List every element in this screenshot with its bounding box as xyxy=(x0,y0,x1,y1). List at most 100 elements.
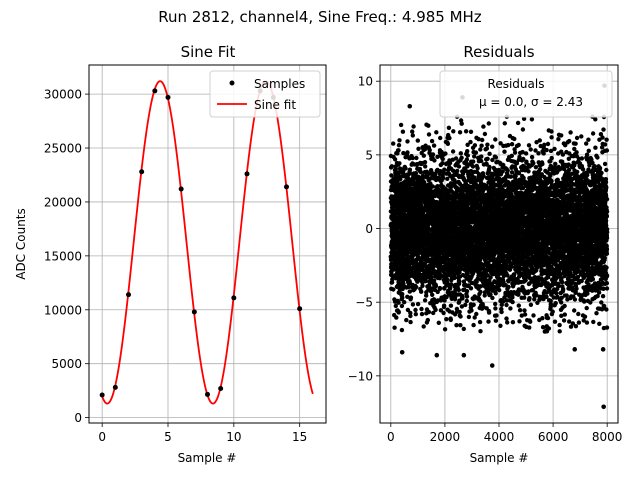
residual-point xyxy=(408,313,413,319)
residual-point xyxy=(481,124,486,129)
residual-point xyxy=(468,129,474,134)
sine-fit-legend-box xyxy=(209,70,321,118)
residual-point xyxy=(452,275,457,281)
residual-point xyxy=(493,301,498,307)
residual-point xyxy=(509,264,514,270)
residual-point xyxy=(472,154,477,159)
residual-point xyxy=(408,310,413,316)
residual-point xyxy=(419,311,425,317)
residual-point xyxy=(440,161,445,166)
residual-point xyxy=(391,141,396,146)
sample-point xyxy=(297,306,303,312)
residual-point xyxy=(478,289,483,295)
residual-point xyxy=(465,153,470,158)
residual-point xyxy=(405,139,410,144)
residual-point xyxy=(397,138,402,143)
residual-point xyxy=(459,155,464,160)
residual-point xyxy=(470,164,476,169)
residual-point xyxy=(413,307,418,313)
residual-point xyxy=(474,311,479,317)
residual-point xyxy=(396,309,401,314)
residual-point xyxy=(433,283,439,289)
residual-point xyxy=(480,137,485,143)
residual-point xyxy=(416,146,421,151)
residual-point xyxy=(466,314,472,320)
residual-point xyxy=(520,127,526,132)
residual-point xyxy=(464,294,470,299)
residual-point xyxy=(410,133,415,138)
sample-point xyxy=(231,295,237,301)
residual-point xyxy=(436,320,441,325)
residual-point xyxy=(497,287,502,293)
residual-point xyxy=(445,141,451,146)
residual-point xyxy=(456,287,461,293)
residual-point xyxy=(460,294,465,300)
residual-point xyxy=(394,315,399,320)
residual-point xyxy=(434,130,439,135)
residual-point xyxy=(426,283,432,288)
sine-fit-legend: Samples Sine fit xyxy=(209,70,321,118)
residual-point xyxy=(390,277,395,282)
residual-point xyxy=(484,146,490,151)
residual-point xyxy=(438,135,443,141)
residual-point xyxy=(459,121,464,126)
residual-point xyxy=(471,302,476,307)
residual-point xyxy=(510,320,516,325)
residual-point xyxy=(490,144,495,149)
residual-point xyxy=(442,327,448,332)
residual-point xyxy=(422,298,428,303)
residual-point xyxy=(397,161,402,166)
residual-point xyxy=(415,138,420,143)
residual-point xyxy=(517,308,523,313)
x-tick-label: 5 xyxy=(164,430,172,444)
residual-point xyxy=(509,142,515,147)
residual-point xyxy=(415,301,421,307)
legend-samples-label: Samples xyxy=(254,77,305,91)
residual-point xyxy=(469,308,474,313)
residual-point xyxy=(423,278,428,284)
residual-point xyxy=(486,319,491,324)
residual-point xyxy=(464,157,470,162)
residual-point xyxy=(405,150,410,155)
residual-point xyxy=(389,164,395,169)
residual-point xyxy=(391,287,396,292)
residual-point xyxy=(441,303,447,308)
residual-point xyxy=(447,286,453,291)
residual-point xyxy=(430,152,436,157)
y-tick-label: 15000 xyxy=(44,249,82,263)
residual-point xyxy=(504,316,509,321)
residual-point xyxy=(506,284,511,290)
residual-point xyxy=(464,298,469,304)
y-tick-label: 5000 xyxy=(51,357,82,371)
residual-point xyxy=(499,309,504,315)
sample-point xyxy=(284,184,289,190)
residual-point xyxy=(490,295,495,301)
x-tick-label: 15 xyxy=(292,430,307,444)
residual-point xyxy=(432,158,437,163)
residual-point xyxy=(410,155,415,161)
residual-point xyxy=(501,299,506,304)
residual-point xyxy=(505,320,510,325)
residual-point xyxy=(512,150,518,155)
residual-point xyxy=(487,164,492,170)
residual-point xyxy=(493,155,499,160)
residual-point xyxy=(417,166,423,172)
residual-point xyxy=(393,303,398,309)
sample-point xyxy=(191,309,197,315)
residual-point xyxy=(485,156,490,161)
y-tick-label: 25000 xyxy=(44,142,82,156)
residual-point xyxy=(479,143,484,148)
residual-point xyxy=(433,307,438,312)
legend-sine-fit-label: Sine fit xyxy=(254,98,296,112)
residual-point xyxy=(392,157,398,162)
residual-point xyxy=(425,317,430,323)
residual-point xyxy=(399,327,405,333)
residuals-title: Residuals xyxy=(463,43,534,61)
residual-point xyxy=(510,295,515,300)
residual-point xyxy=(508,306,513,311)
sample-point xyxy=(112,384,118,390)
residual-point xyxy=(477,319,483,325)
residual-point xyxy=(450,149,456,154)
residual-point xyxy=(407,289,412,294)
